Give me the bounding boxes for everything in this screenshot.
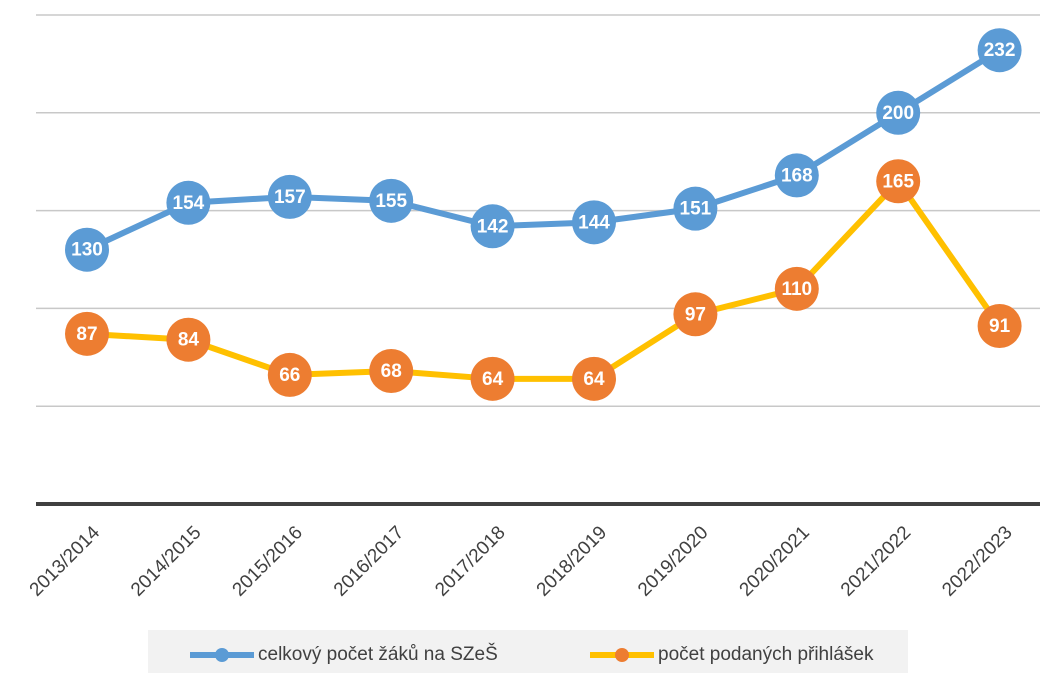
data-label: 157 [274,187,306,208]
marker [166,180,211,225]
data-label: 66 [279,365,300,386]
data-label: 87 [76,324,97,345]
marker [166,317,211,362]
data-label: 154 [173,193,205,214]
marker [977,304,1022,349]
data-label: 144 [578,212,610,233]
data-label: 97 [685,304,706,325]
x-tick-label: 2014/2015 [127,522,205,600]
data-label: 110 [781,279,812,300]
marker [369,348,414,393]
series-line [85,47,1002,253]
marker [267,352,312,397]
marker [267,174,312,219]
marker [774,153,819,198]
data-label: 151 [680,199,712,220]
marker [470,204,515,249]
marker [369,178,414,223]
legend-box [148,630,908,673]
data-label: 91 [989,316,1011,337]
marker [470,356,515,401]
marker [673,186,718,231]
data-label: 64 [583,369,605,390]
legend-label: celkový počet žáků na SZeŠ [258,643,498,665]
data-label: 84 [178,330,200,351]
marker [774,266,819,311]
data-label: 168 [781,165,813,186]
legend-marker [215,648,229,662]
x-tick-label: 2016/2017 [330,522,408,600]
marker [673,292,718,337]
x-tick-label: 2020/2021 [736,522,814,600]
data-label: 165 [882,171,914,192]
series-line [86,178,1003,382]
data-label: 142 [477,216,509,237]
marker [572,200,616,245]
marker [876,90,921,135]
x-tick-label: 2013/2014 [26,522,105,601]
data-label: 64 [482,369,504,390]
x-tick-label: 2021/2022 [837,522,915,600]
data-label: 232 [984,40,1016,61]
marker [65,227,109,272]
data-label: 130 [71,240,103,261]
data-label: 200 [882,103,914,124]
legend-label: počet podaných přihlášek [658,644,874,665]
x-tick-label: 2019/2020 [634,522,712,600]
marker [65,311,109,356]
x-tick-label: 2018/2019 [533,522,611,600]
marker [876,159,921,204]
data-label: 155 [375,191,407,212]
marker [977,28,1022,73]
x-tick-label: 2022/2023 [938,522,1016,600]
x-tick-label: 2015/2016 [229,522,307,600]
data-label: 68 [381,361,402,382]
legend-marker [615,648,629,662]
marker [572,356,616,401]
x-tick-label: 2017/2018 [431,522,509,600]
